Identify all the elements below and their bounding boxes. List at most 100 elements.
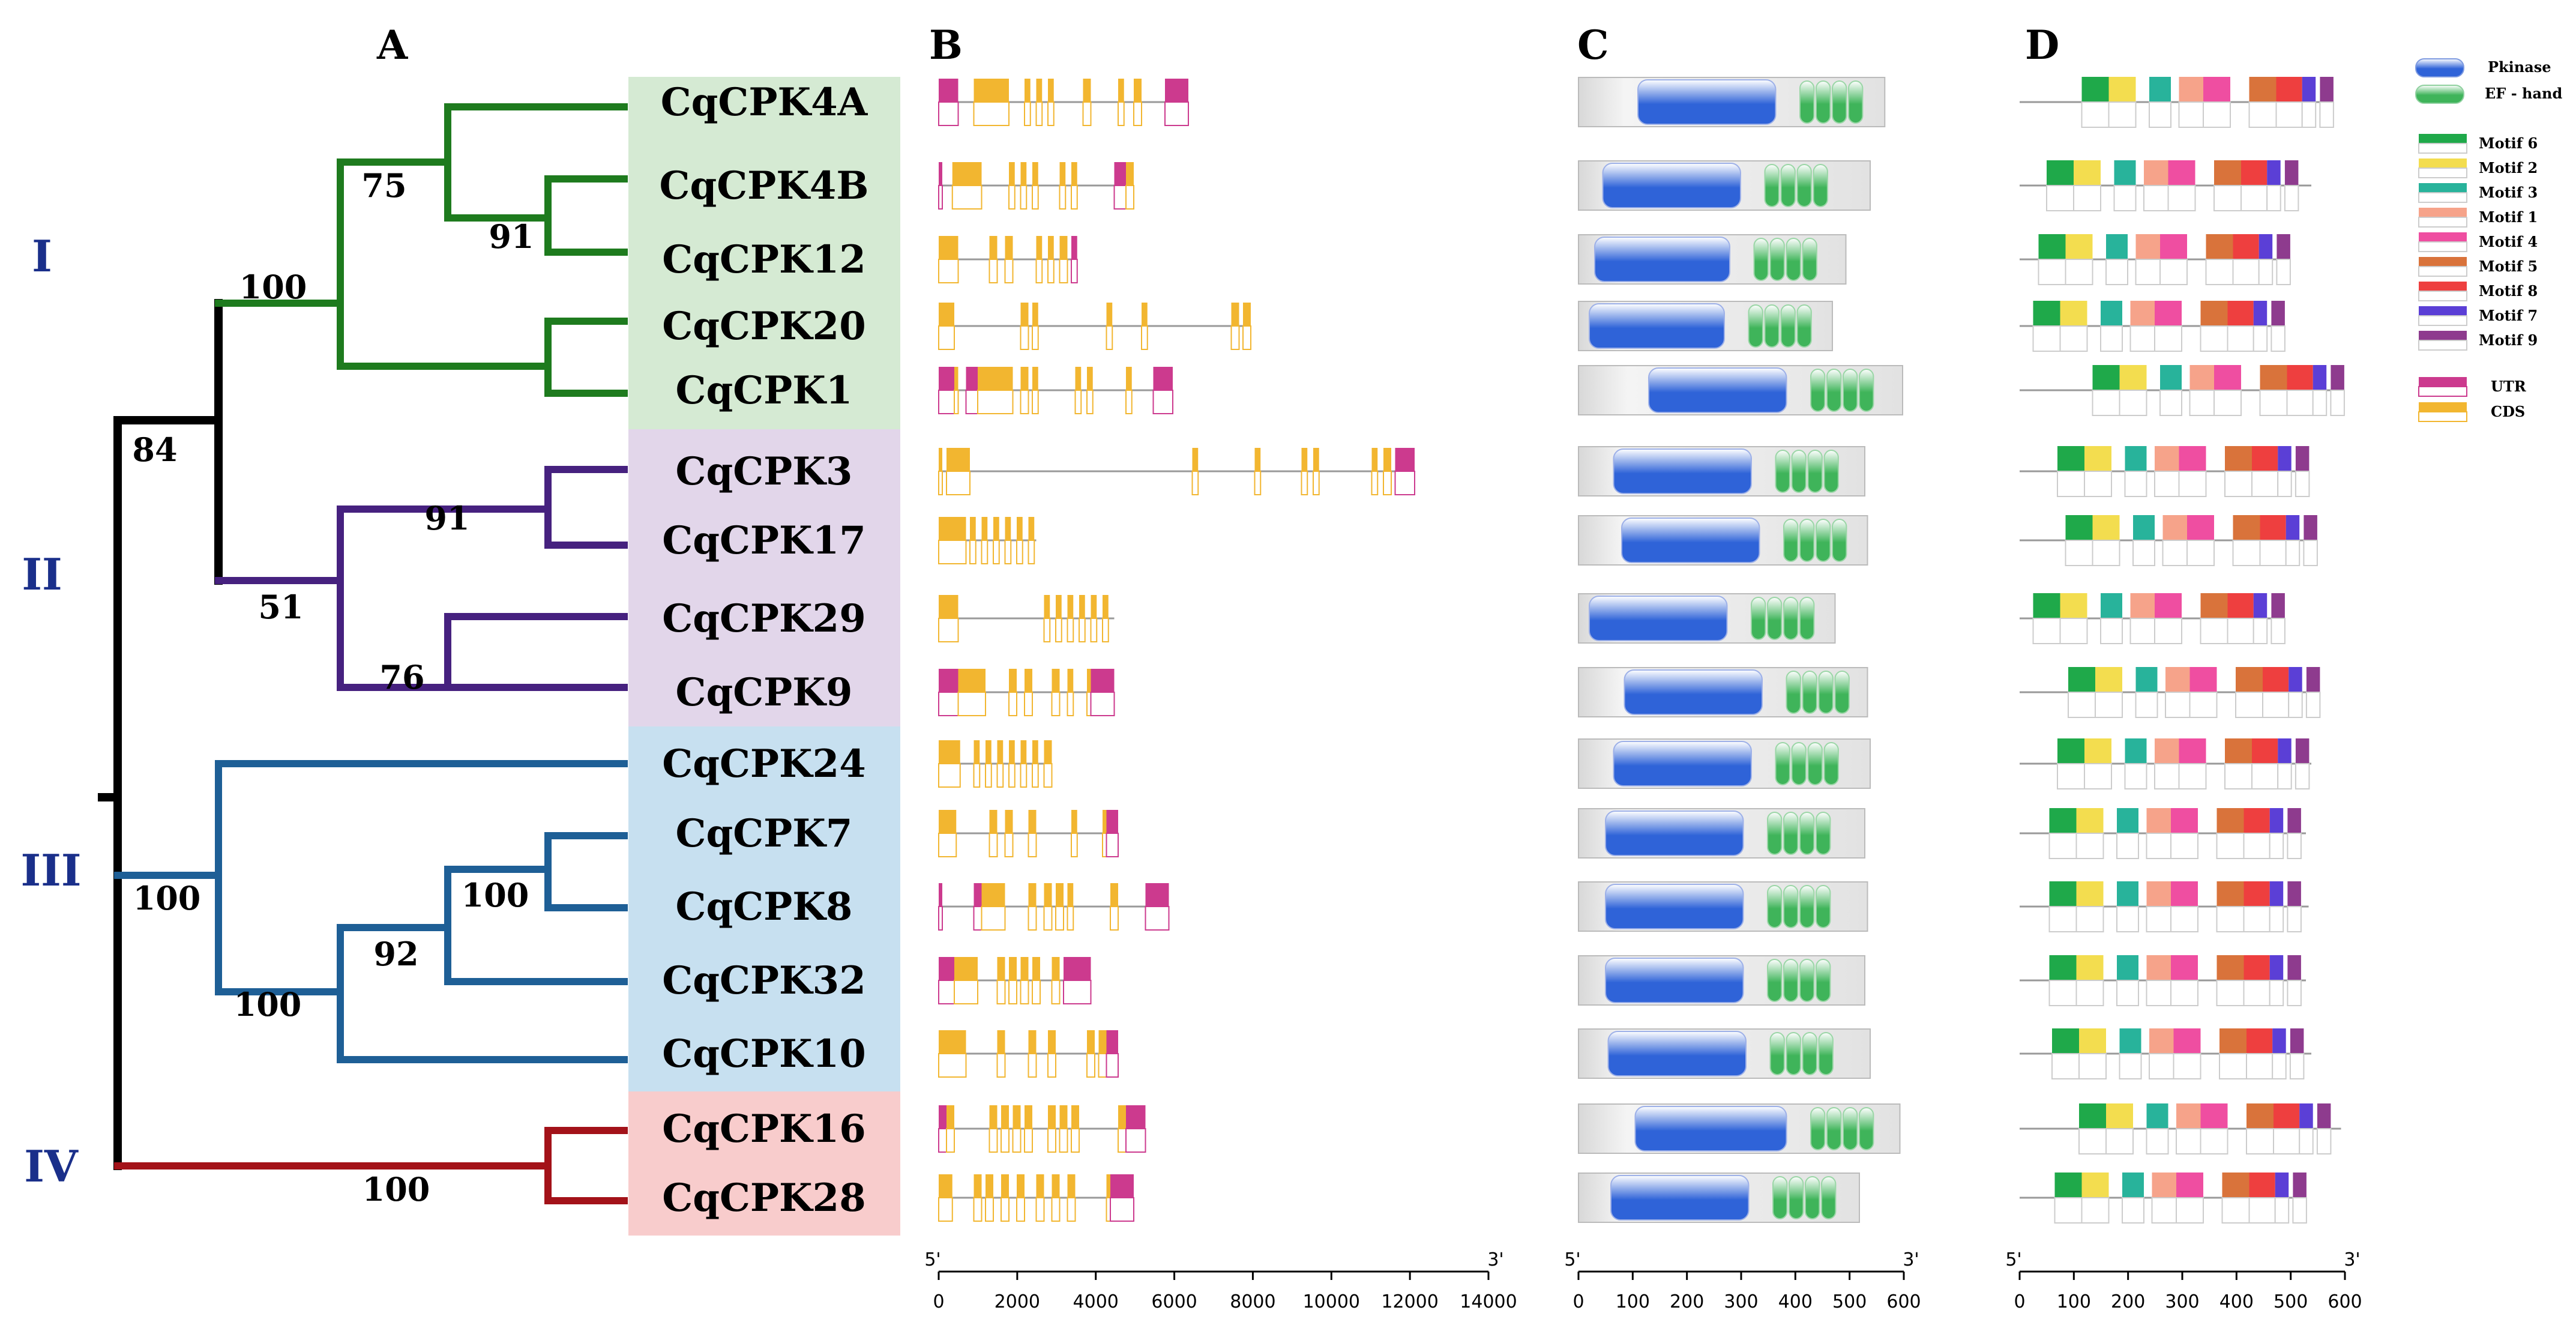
cds-block xyxy=(993,517,999,540)
cds-block xyxy=(989,810,998,833)
motif-block xyxy=(2278,738,2292,764)
motif-block xyxy=(2168,160,2195,186)
motif-block xyxy=(2149,77,2171,102)
cds-block xyxy=(1071,185,1078,210)
utr-block xyxy=(1106,1030,1118,1054)
cds-block xyxy=(973,763,981,788)
motif-block xyxy=(2081,101,2110,128)
motif-block xyxy=(2133,515,2155,540)
motif-block xyxy=(2287,808,2301,833)
cds-block xyxy=(1032,957,1040,980)
cds-block xyxy=(1028,906,1037,931)
cds-block xyxy=(973,101,1010,126)
structure-legend-swatch xyxy=(2418,386,2467,397)
cds-block xyxy=(1004,259,1014,283)
motif-block xyxy=(2125,446,2147,471)
motif-block xyxy=(2092,390,2120,416)
ef-hand-domain xyxy=(1816,885,1831,928)
ef-hand-domain xyxy=(1767,885,1783,928)
motif-block xyxy=(2258,259,2274,285)
motif-block xyxy=(2059,325,2088,352)
cds-block xyxy=(1032,325,1039,350)
motif-legend-swatch xyxy=(2418,217,2467,228)
cds-block xyxy=(1142,303,1148,326)
domain-panel xyxy=(1578,77,1903,1223)
ef-hand-domain xyxy=(1810,369,1826,412)
cds-block xyxy=(1009,740,1015,764)
motif-block xyxy=(2295,763,2310,789)
axis-tick-label: 8000 xyxy=(1230,1291,1275,1312)
cds-block xyxy=(1126,162,1134,186)
motif-block xyxy=(2287,906,2302,932)
cds-block xyxy=(993,540,1000,564)
bootstrap-value: 75 xyxy=(361,166,406,205)
motif-block xyxy=(2116,833,2139,859)
cds-block xyxy=(1028,810,1037,833)
gene-label: CqCPK1 xyxy=(676,368,853,413)
cds-block xyxy=(1028,540,1035,564)
axis-tick-label: 600 xyxy=(2328,1291,2362,1312)
motif-block xyxy=(2084,763,2112,789)
motif-legend-swatch xyxy=(2419,208,2467,217)
utr-block xyxy=(973,906,983,931)
motif-block xyxy=(2130,301,2155,326)
cds-block xyxy=(1020,367,1029,390)
motif-block xyxy=(2060,301,2087,326)
structure-legend-swatch xyxy=(2419,402,2467,412)
cds-block xyxy=(1110,906,1119,931)
motif-block xyxy=(2179,77,2203,102)
motif-block xyxy=(2320,77,2334,102)
motif-block xyxy=(2285,540,2301,566)
motif-block xyxy=(2189,692,2218,718)
utr-block xyxy=(938,906,943,931)
cds-block xyxy=(1035,259,1043,283)
ef-hand-domain xyxy=(1780,164,1796,207)
cds-block xyxy=(1103,810,1109,833)
motif-block xyxy=(2078,1128,2107,1154)
motif-block xyxy=(2243,808,2270,833)
cds-block xyxy=(939,1174,952,1198)
motif-block xyxy=(2159,390,2182,416)
utr-block xyxy=(1125,1128,1146,1153)
axis-tick-label: 0 xyxy=(933,1291,944,1312)
cds-block xyxy=(939,595,958,618)
motif-legend-swatch xyxy=(2419,331,2467,340)
motif-block xyxy=(2106,1103,2133,1129)
motif-block xyxy=(2252,325,2268,352)
motif-block xyxy=(2176,1173,2203,1198)
panel-label-c: C xyxy=(1577,22,1609,68)
cds-block xyxy=(1004,540,1012,564)
cds-block xyxy=(978,367,1013,390)
ef-hand-domain xyxy=(1802,238,1817,281)
cds-block xyxy=(997,957,1005,980)
group-label: III xyxy=(20,845,81,896)
motif-block xyxy=(2117,955,2138,980)
motif-block xyxy=(2259,540,2287,566)
cds-block xyxy=(1071,1105,1079,1129)
motif-block xyxy=(2135,234,2160,259)
motif-block xyxy=(2068,692,2096,718)
cds-block xyxy=(1016,1197,1025,1222)
motif-block xyxy=(2253,301,2268,326)
motif-block xyxy=(2146,1128,2169,1154)
motif-legend-swatch xyxy=(2419,232,2467,242)
cds-block xyxy=(1071,833,1078,857)
group-bg-II xyxy=(628,429,900,726)
utr-block xyxy=(1110,1197,1134,1222)
cds-block xyxy=(1020,390,1029,414)
gene-structure-panel xyxy=(938,79,1415,1222)
motif-block xyxy=(2048,833,2077,859)
cds-block xyxy=(1075,367,1082,390)
motif-legend-label: Motif 8 xyxy=(2479,282,2538,300)
cds-block xyxy=(1243,303,1251,326)
motif-block xyxy=(2203,101,2231,128)
motif-block xyxy=(2284,160,2299,186)
motif-block xyxy=(2078,1053,2107,1079)
cds-block xyxy=(981,540,989,564)
motif-block xyxy=(2286,390,2314,416)
cds-block xyxy=(1001,1197,1010,1222)
cds-block xyxy=(985,763,992,788)
cds-block xyxy=(997,740,1004,764)
motif-block xyxy=(2065,515,2093,540)
motif-block xyxy=(2038,259,2066,285)
